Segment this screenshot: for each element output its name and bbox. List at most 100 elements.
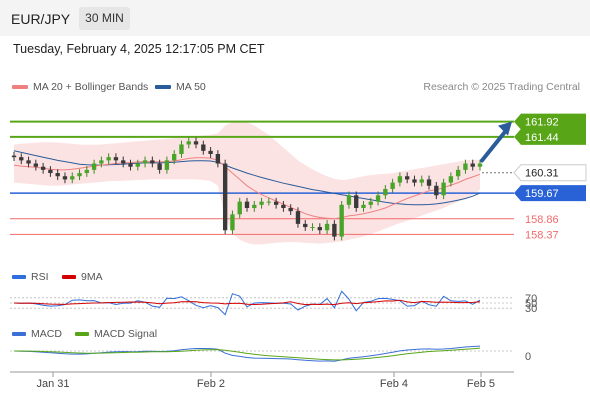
candle-body <box>33 163 39 167</box>
timestamp-label: Tuesday, February 4, 2025 12:17:05 PM CE… <box>13 42 265 56</box>
ma50-line <box>13 150 481 206</box>
candle-body <box>230 214 235 231</box>
candle-body <box>332 223 337 237</box>
candle-body <box>419 179 424 183</box>
candle-body <box>426 179 432 186</box>
macd-swatch <box>12 332 26 337</box>
forecast-arrow-shaft <box>480 128 508 163</box>
candle-body <box>40 166 46 170</box>
candle-body <box>295 211 301 224</box>
legend-macd: MACD <box>12 328 62 340</box>
ma20-swatch <box>12 85 28 90</box>
candle-body <box>179 144 184 154</box>
legend-macd-label: MACD <box>31 328 62 340</box>
candle-body <box>368 201 373 205</box>
level-label-1: 161.44 <box>525 132 559 144</box>
candle-body <box>324 223 330 231</box>
candle-body <box>62 176 68 180</box>
candle-body <box>273 201 279 205</box>
legend-macd-signal: MACD Signal <box>75 328 157 340</box>
level-label-3: 159.67 <box>525 188 559 200</box>
legend-macd-signal-label: MACD Signal <box>94 328 158 340</box>
forecast-arrow-head <box>498 121 512 136</box>
candle-body <box>463 163 468 170</box>
level-tag-1 <box>514 128 586 145</box>
candle-body <box>193 141 199 145</box>
level-label-0: 161.92 <box>525 117 559 129</box>
macd-signal-line <box>14 347 481 361</box>
candle-body <box>70 176 75 180</box>
candle-body <box>252 204 257 208</box>
legend-rsi-ma: 9MA <box>62 271 103 283</box>
candle-body <box>390 182 395 189</box>
candle-body <box>281 204 286 208</box>
legend-ma50-label: MA 50 <box>176 81 206 93</box>
level-tag-2 <box>513 164 587 182</box>
symbol-label: EUR/JPY <box>11 11 71 27</box>
candle-body <box>150 160 155 164</box>
level-label-2: 160.31 <box>525 168 559 180</box>
candle-body <box>397 176 403 183</box>
candle-body <box>317 227 322 231</box>
candle-body <box>84 169 89 174</box>
candle-body <box>448 176 454 183</box>
legend-rsi-ma-label: 9MA <box>81 271 103 283</box>
candle-body <box>164 160 170 170</box>
rsi-ma-swatch <box>62 275 76 280</box>
candle-body <box>99 160 104 164</box>
x-tick-label: Feb 2 <box>197 378 225 390</box>
candle-body <box>91 163 97 170</box>
rsi-tick-70: 70 <box>525 293 537 305</box>
research-credit: Research © 2025 Trading Central <box>423 81 580 93</box>
candle-body <box>361 204 366 208</box>
candle-body <box>375 195 381 202</box>
rsi-line <box>13 290 481 316</box>
candle-body <box>157 163 162 170</box>
candle-body <box>19 157 24 161</box>
candle-body <box>128 163 133 167</box>
candle-body <box>470 163 475 167</box>
candle-body <box>259 201 264 205</box>
candle-body <box>113 157 119 161</box>
ma20-line <box>13 157 481 220</box>
candle-body <box>405 176 410 180</box>
candle-body <box>346 195 352 205</box>
level-tag-3 <box>514 185 586 202</box>
rsi-tick-30: 30 <box>525 303 537 315</box>
candle-body <box>310 227 315 229</box>
rsi-swatch <box>12 275 26 280</box>
macd-tick-0: 0 <box>525 351 531 363</box>
candle-body <box>77 173 82 177</box>
candle-body <box>26 160 31 164</box>
candle-body <box>48 169 53 174</box>
x-tick-label: Jan 31 <box>36 378 69 390</box>
candle-body <box>135 163 140 167</box>
bollinger-band <box>14 120 480 245</box>
candle-body <box>215 154 221 164</box>
candle-body <box>208 150 213 154</box>
candle-body <box>266 201 272 203</box>
candle-body <box>121 160 126 164</box>
rsi-tick-50: 50 <box>525 298 537 310</box>
candle-body <box>455 169 461 177</box>
candle-body <box>383 188 388 196</box>
ma50-swatch <box>155 85 171 90</box>
x-tick-label: Feb 5 <box>467 378 495 390</box>
level-label-5: 158.37 <box>525 229 559 241</box>
candle-body <box>142 160 148 164</box>
candle-body <box>303 223 308 228</box>
level-label-4: 158.86 <box>525 214 559 226</box>
candle-body <box>244 201 250 208</box>
x-tick-label: Feb 4 <box>380 378 408 390</box>
candle-body <box>186 141 191 145</box>
candle-body <box>106 157 111 161</box>
legend-ma20-label: MA 20 + Bollinger Bands <box>33 81 149 93</box>
legend-ma20: MA 20 + Bollinger Bands <box>12 81 148 93</box>
legend-rsi-label: RSI <box>31 271 49 283</box>
candle-body <box>434 185 439 196</box>
candle-body <box>412 179 417 183</box>
candle-body <box>354 195 359 208</box>
rsi-ma-line <box>13 299 481 306</box>
timeframe-button[interactable]: 30 MIN <box>79 7 130 30</box>
